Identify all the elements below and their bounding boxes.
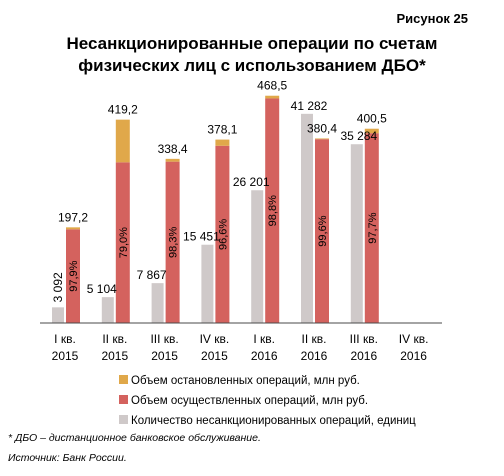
volume-total-label: 419,2	[108, 103, 138, 117]
count-label: 5 104	[87, 282, 117, 296]
count-label: 41 282	[291, 99, 328, 113]
x-tick-label-quarter: IV кв.	[200, 332, 230, 346]
stopped-volume-bar	[215, 139, 230, 146]
count-bar	[101, 297, 114, 323]
volume-total-label: 378,1	[207, 123, 237, 137]
executed-volume-bar	[115, 162, 130, 323]
chart-title-line-1: Несанкционированные операции по счетам	[67, 34, 438, 53]
x-tick-label-year: 2016	[350, 349, 377, 363]
volume-total-label: 468,5	[257, 79, 287, 93]
share-label: 98,8%	[267, 195, 279, 226]
x-tick-label-quarter: I кв.	[54, 332, 76, 346]
x-tick-label-quarter: II кв.	[102, 332, 127, 346]
count-label: 26 201	[233, 175, 270, 189]
x-tick-label-year: 2015	[101, 349, 128, 363]
volume-total-label: 380,4	[307, 121, 337, 135]
count-bar	[251, 190, 264, 323]
volume-total-label: 197,2	[58, 210, 88, 224]
executed-volume-bar	[215, 145, 230, 323]
count-label: 7 867	[137, 268, 167, 282]
share-label: 97,9%	[68, 260, 80, 291]
volume-total-label: 338,4	[158, 142, 188, 156]
bars-group	[52, 95, 379, 324]
executed-volume-bar	[165, 161, 180, 323]
executed-volume-bar	[66, 229, 80, 323]
share-label: 97,7%	[367, 212, 379, 243]
count-bar	[52, 307, 64, 323]
share-label: 79,0%	[118, 227, 130, 258]
x-tick-labels: I кв. 2015 II кв. 2015 III кв. 2015 IV кв. 2015…	[52, 332, 429, 363]
count-bar	[350, 144, 363, 323]
share-label: 99,6%	[317, 215, 329, 246]
x-tick-label-quarter: IV кв.	[399, 332, 429, 346]
x-tick-label-quarter: II кв.	[302, 332, 327, 346]
count-label: 15 451	[183, 230, 220, 244]
x-tick-label-year: 2015	[52, 349, 79, 363]
stopped-volume-bar	[315, 138, 329, 140]
legend: Объем остановленных операций, млн руб. Об…	[119, 375, 416, 427]
stopped-volume-bar	[265, 95, 280, 99]
stopped-volume-bar	[66, 227, 80, 230]
count-bar	[201, 244, 214, 323]
stopped-volume-bar	[165, 158, 180, 162]
share-label: 96,6%	[217, 219, 229, 250]
x-tick-label-year: 2016	[251, 349, 278, 363]
executed-volume-bar	[265, 98, 280, 324]
source-note: Источник: Банк России.	[8, 452, 127, 464]
x-tick-label-year: 2016	[400, 349, 427, 363]
x-tick-label-year: 2015	[151, 349, 178, 363]
labels-group: 197,2 97,9%3 092 419,2 79,0% 5 104 338,4 98,3%…	[51, 79, 387, 303]
x-tick-label-quarter: I кв.	[253, 332, 275, 346]
figure-label: Рисунок 25	[397, 11, 469, 26]
legend-count-swatch	[119, 415, 128, 424]
x-tick-label-quarter: III кв.	[350, 332, 378, 346]
legend-stopped-volume-swatch	[119, 375, 128, 384]
count-bar	[151, 283, 164, 323]
volume-total-label: 400,5	[357, 112, 387, 126]
count-label: 3 092	[51, 272, 65, 302]
x-tick-label-year: 2015	[201, 349, 228, 363]
footnote: * ДБО – дистанционное банковское обслужи…	[8, 432, 261, 444]
chart-title-line-2: физических лиц с использованием ДБО*	[78, 56, 426, 75]
legend-count-label: Количество несанкционированных операций,…	[131, 415, 416, 427]
count-label: 35 284	[340, 129, 377, 143]
count-bar	[301, 113, 313, 324]
stopped-volume-bar	[115, 119, 130, 163]
legend-executed-volume-label: Объем осуществленных операций, млн руб.	[131, 395, 368, 407]
x-tick-label-year: 2016	[301, 349, 328, 363]
legend-executed-volume-swatch	[119, 395, 128, 404]
executed-volume-bar	[315, 139, 329, 323]
share-label: 98,3%	[168, 227, 180, 258]
executed-volume-bar	[364, 133, 379, 323]
legend-stopped-volume-label: Объем остановленных операций, млн руб.	[131, 375, 360, 387]
stopped-volume-bar	[364, 128, 379, 134]
x-tick-label-quarter: III кв.	[150, 332, 178, 346]
